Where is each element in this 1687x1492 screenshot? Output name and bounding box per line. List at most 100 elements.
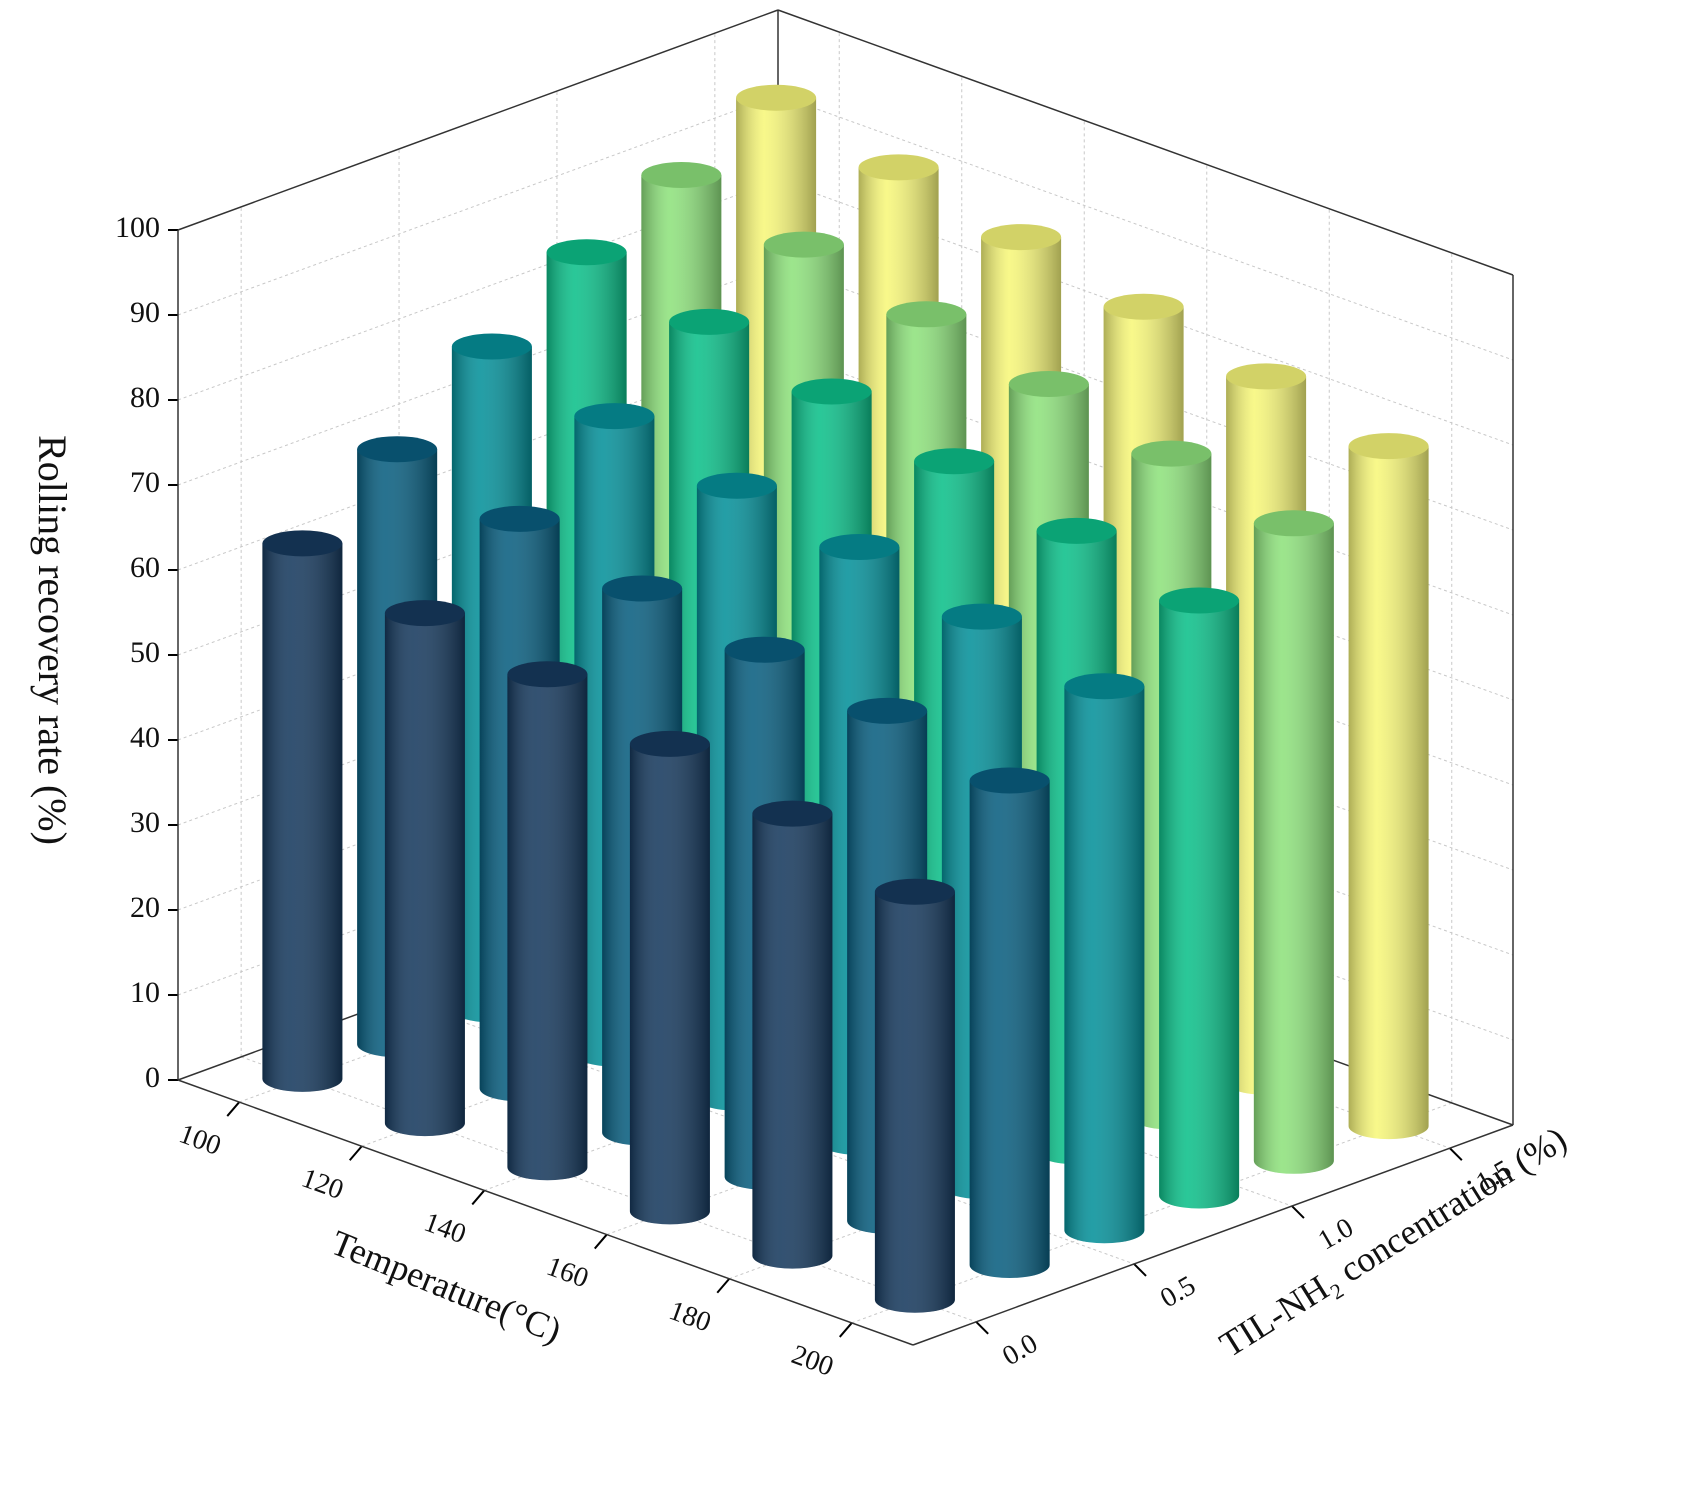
bar-top-shade <box>546 239 627 266</box>
tick-mark <box>226 1101 241 1117</box>
y-tick-label: 0.5 <box>1155 1270 1201 1314</box>
bar <box>384 600 465 1137</box>
bar <box>262 530 343 1092</box>
bar-top-shade <box>874 878 955 905</box>
bar-top <box>641 161 722 188</box>
bar-top-shade <box>574 403 655 430</box>
bar-top-shade <box>602 575 683 602</box>
bar-top <box>1036 517 1117 544</box>
bar-top-shade <box>858 154 939 181</box>
tick-mark <box>838 1322 853 1338</box>
bar-shade <box>262 543 343 1092</box>
bar <box>1159 587 1240 1209</box>
bar-top <box>763 231 844 258</box>
z-tick-label: 60 <box>130 551 160 584</box>
bar-top-shade <box>941 603 1022 630</box>
bar-top-shade <box>914 448 995 475</box>
bar-top-shade <box>752 800 833 827</box>
bar-top-shade <box>357 436 438 463</box>
axis-line <box>912 1124 1514 1346</box>
bar-top <box>1159 587 1240 614</box>
tick-mark <box>1133 1263 1147 1277</box>
bar-top-shade <box>696 472 777 499</box>
bar-shade <box>1159 600 1240 1209</box>
bar <box>629 730 710 1225</box>
bar-top-shade <box>981 224 1062 251</box>
bar-top <box>602 575 683 602</box>
bar-top-shade <box>669 308 750 335</box>
bar-shade <box>1064 686 1145 1244</box>
bar-top <box>1131 440 1212 467</box>
bar-top-shade <box>384 600 465 627</box>
bar-top <box>629 730 710 757</box>
bar-top <box>1253 510 1334 537</box>
bar-top <box>546 239 627 266</box>
z-tick-label: 70 <box>130 466 160 499</box>
bar-top-shade <box>886 301 967 328</box>
bar-top <box>479 505 560 532</box>
bar-top <box>752 800 833 827</box>
grid-line <box>851 1102 1452 1324</box>
z-tick-label: 20 <box>130 891 160 924</box>
bar-shade <box>874 891 955 1313</box>
grid-line <box>240 1056 977 1323</box>
grid-line <box>177 179 779 401</box>
bar-top-shade <box>507 661 588 688</box>
tick-mark <box>975 1321 989 1335</box>
z-tick-label: 50 <box>130 636 160 669</box>
bar-top <box>724 636 805 663</box>
x-tick-label: 180 <box>665 1295 715 1338</box>
bar-top-shade <box>262 530 343 557</box>
bar-top <box>981 224 1062 251</box>
bar-top-shade <box>1064 673 1145 700</box>
bar-top-shade <box>969 767 1050 794</box>
z-tick-label: 80 <box>130 381 160 414</box>
bar-top-shade <box>791 378 872 405</box>
bar-top <box>384 600 465 627</box>
bar-top <box>791 378 872 405</box>
bar-top-shade <box>763 231 844 258</box>
bar-top <box>858 154 939 181</box>
bar-top <box>819 533 900 560</box>
bar-top <box>847 697 928 724</box>
bar-shade <box>629 743 710 1225</box>
bar-top <box>357 436 438 463</box>
tick-mark <box>1291 1205 1305 1219</box>
bar-top-shade <box>451 333 532 360</box>
z-tick-label: 10 <box>130 976 160 1009</box>
bar <box>507 661 588 1181</box>
tick-mark <box>716 1278 731 1294</box>
bar-top-shade <box>736 84 817 111</box>
bar-top <box>1226 363 1307 390</box>
bar-top-shade <box>1008 370 1089 397</box>
z-tick-label: 0 <box>145 1061 160 1094</box>
bar-top <box>507 661 588 688</box>
bar-top <box>696 472 777 499</box>
bar-shade <box>969 780 1050 1279</box>
bar-shade <box>1348 446 1429 1140</box>
bar-top-shade <box>847 697 928 724</box>
bar-top <box>914 448 995 475</box>
axis-line <box>777 9 1514 276</box>
axis-line <box>177 1079 914 1346</box>
x-tick-label: 200 <box>787 1339 837 1382</box>
z-tick-label: 30 <box>130 806 160 839</box>
bar-shade <box>507 674 588 1181</box>
bar-top <box>1348 433 1429 460</box>
grid-line <box>177 94 779 316</box>
bar-top-shade <box>1226 363 1307 390</box>
bar <box>969 767 1050 1279</box>
z-tick-label: 100 <box>115 211 160 244</box>
y-tick-label: 0.0 <box>997 1328 1043 1372</box>
tick-mark <box>471 1189 486 1206</box>
bar-top-shade <box>1253 510 1334 537</box>
bar <box>1348 433 1429 1140</box>
bar-top-shade <box>1159 587 1240 614</box>
bar-top-shade <box>479 505 560 532</box>
x-tick-label: 160 <box>542 1251 592 1294</box>
bar-top-shade <box>1036 517 1117 544</box>
tick-mark <box>348 1145 363 1161</box>
z-axis-title: Rolling recovery rate (%) <box>30 435 75 845</box>
bar-top <box>941 603 1022 630</box>
